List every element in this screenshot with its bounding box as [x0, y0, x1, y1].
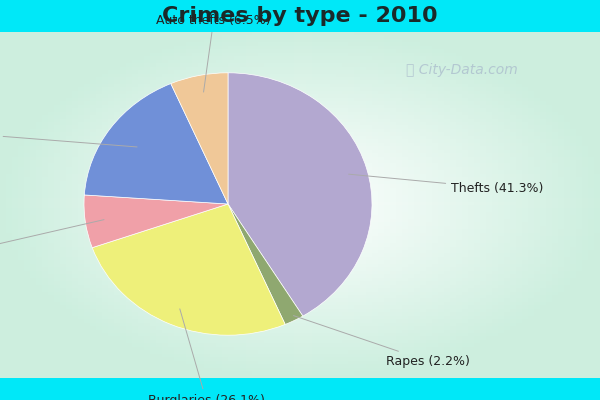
- Text: Burglaries (26.1%): Burglaries (26.1%): [148, 309, 265, 400]
- Text: Auto thefts (6.5%): Auto thefts (6.5%): [156, 14, 271, 92]
- Wedge shape: [92, 204, 285, 335]
- Wedge shape: [228, 204, 303, 324]
- Text: Robberies (6.5%): Robberies (6.5%): [0, 220, 104, 263]
- Wedge shape: [228, 73, 372, 316]
- Bar: [0, 378, 600, 400]
- Wedge shape: [171, 73, 228, 204]
- Text: Rapes (2.2%): Rapes (2.2%): [293, 316, 470, 368]
- Text: Crimes by type - 2010: Crimes by type - 2010: [162, 6, 438, 26]
- Wedge shape: [85, 84, 228, 204]
- Bar: [0, 0, 600, 32]
- Text: ⓘ City-Data.com: ⓘ City-Data.com: [406, 63, 518, 77]
- Text: Thefts (41.3%): Thefts (41.3%): [349, 174, 544, 195]
- Wedge shape: [84, 195, 228, 248]
- Text: Assaults (17.4%): Assaults (17.4%): [0, 125, 137, 147]
